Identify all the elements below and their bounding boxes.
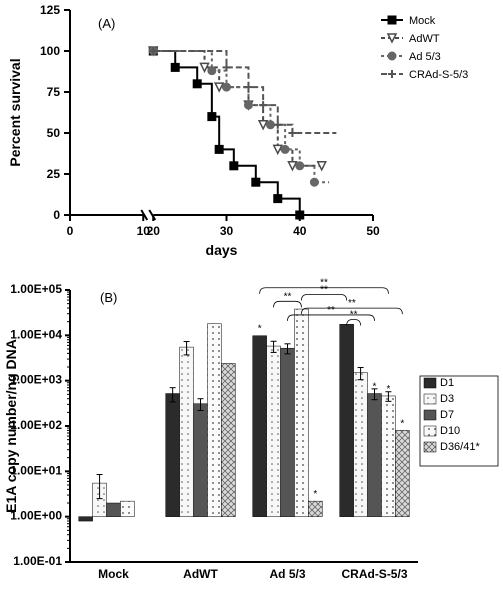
svg-text:1.00E+05: 1.00E+05 (10, 282, 62, 296)
svg-text:(B): (B) (100, 290, 117, 305)
svg-text:D36/41*: D36/41* (440, 441, 480, 453)
svg-text:25: 25 (47, 167, 61, 181)
svg-text:**: ** (320, 278, 328, 289)
svg-text:CRAd-S-5/3: CRAd-S-5/3 (341, 567, 407, 581)
svg-text:D7: D7 (440, 409, 454, 421)
svg-text:days: days (206, 242, 238, 258)
svg-text:D3: D3 (440, 393, 454, 405)
svg-text:*: * (258, 324, 262, 335)
svg-text:0: 0 (53, 208, 60, 222)
svg-text:Ad 5/3: Ad 5/3 (409, 51, 441, 63)
svg-text:30: 30 (220, 224, 234, 238)
svg-text:*: * (313, 489, 317, 500)
svg-text:125: 125 (40, 3, 60, 17)
svg-text:D1: D1 (440, 377, 454, 389)
bar-chart: 1.00E-011.00E+001.00E+011.00E+021.00E+03… (0, 270, 503, 607)
survival-chart: 025507510012501020304050Percent survival… (0, 0, 503, 260)
panel-a: 025507510012501020304050Percent survival… (0, 0, 503, 260)
svg-text:Percent survival: Percent survival (7, 58, 23, 166)
svg-text:D10: D10 (440, 425, 460, 437)
svg-text:**: ** (350, 309, 358, 320)
svg-text:75: 75 (47, 85, 61, 99)
figure: 025507510012501020304050Percent survival… (0, 0, 503, 607)
svg-text:Mock: Mock (409, 15, 436, 27)
svg-text:Mock: Mock (98, 567, 129, 581)
svg-text:50: 50 (366, 224, 380, 238)
svg-text:AdWT: AdWT (409, 33, 440, 45)
svg-text:40: 40 (293, 224, 307, 238)
svg-text:CRAd-S-5/3: CRAd-S-5/3 (409, 69, 468, 81)
svg-text:**: ** (327, 305, 335, 316)
svg-text:*: * (373, 382, 377, 393)
svg-text:**: ** (284, 291, 292, 302)
svg-text:(A): (A) (98, 16, 115, 31)
svg-text:100: 100 (40, 44, 60, 58)
svg-text:Ad 5/3: Ad 5/3 (269, 567, 305, 581)
svg-text:E1A copy number/ng DNA: E1A copy number/ng DNA (3, 339, 19, 513)
svg-text:20: 20 (147, 224, 161, 238)
svg-text:50: 50 (47, 126, 61, 140)
svg-text:**: ** (348, 298, 356, 309)
svg-text:0: 0 (67, 224, 74, 238)
svg-text:AdWT: AdWT (183, 567, 218, 581)
svg-text:*: * (400, 418, 404, 429)
svg-text:1.00E-01: 1.00E-01 (13, 554, 62, 568)
panel-b: 1.00E-011.00E+001.00E+011.00E+021.00E+03… (0, 270, 503, 607)
svg-text:*: * (386, 384, 390, 395)
